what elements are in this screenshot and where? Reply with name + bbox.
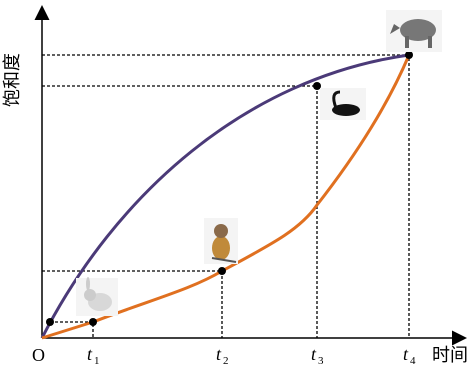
time-label: t <box>216 344 222 364</box>
diagram: 饱和度 时间 O t1t2t3t4 <box>0 0 472 367</box>
time-label: t <box>311 344 317 364</box>
origin-label: O <box>32 345 45 365</box>
rabbit-icon <box>76 277 118 316</box>
time-label: t <box>87 344 93 364</box>
rhino-icon <box>386 10 442 52</box>
time-subscript: 1 <box>94 355 100 367</box>
time-label: t <box>403 344 409 364</box>
swan-icon <box>320 88 366 120</box>
time-subscript: 2 <box>223 355 229 367</box>
monkey-icon <box>204 218 238 264</box>
time-subscript: 4 <box>410 355 416 367</box>
time-subscript: 3 <box>318 355 324 367</box>
y-axis-label: 饱和度 <box>2 53 22 107</box>
x-axis-label: 时间 <box>432 345 468 365</box>
